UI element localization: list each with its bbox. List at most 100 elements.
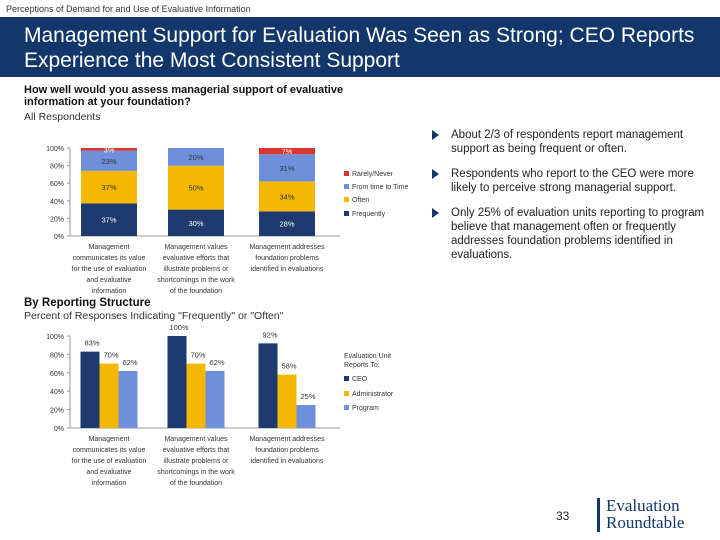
logo-bar <box>597 498 600 532</box>
finding-bullet: Respondents who report to the CEO were m… <box>430 167 705 195</box>
x-category-label: Management <box>89 244 130 251</box>
bar <box>277 374 297 428</box>
legend-label: Often <box>352 197 369 204</box>
bar-segment <box>168 148 224 166</box>
logo-line-2: Roundtable <box>606 513 685 532</box>
y-tick-label: 100% <box>46 334 64 341</box>
chart2-subtitle: Percent of Responses Indicating "Frequen… <box>24 310 284 322</box>
bar-segment <box>81 203 137 236</box>
bar-segment <box>81 148 137 151</box>
finding-text: About 2/3 of respondents report manageme… <box>451 129 684 155</box>
title-banner: Management Support for Evaluation Was Se… <box>0 17 720 77</box>
bar-segment <box>259 181 315 212</box>
legend-label: Program <box>352 405 379 412</box>
x-category-label: Management <box>89 436 130 443</box>
bar-value-label: 7% <box>282 147 293 156</box>
x-category-label: information <box>92 288 127 293</box>
arrow-bullet-icon <box>432 208 439 218</box>
logo-line-1: Evaluation <box>606 496 680 515</box>
y-tick-label: 20% <box>50 216 64 223</box>
x-category-label: Management values <box>164 436 228 443</box>
x-category-label: evaluative efforts that <box>163 447 229 454</box>
bar-value-label: 70% <box>190 351 205 360</box>
legend-title: Reports To: <box>344 362 380 369</box>
legend-swatch <box>344 405 349 410</box>
legend-swatch <box>344 197 349 202</box>
bar-value-label: 58% <box>281 362 296 371</box>
x-category-label: identified in evaluations <box>251 458 324 465</box>
x-category-label: information <box>92 480 127 487</box>
x-category-label: and evaluative <box>86 277 131 284</box>
evaluation-roundtable-logo: Evaluation Roundtable <box>606 497 684 531</box>
legend-swatch <box>344 171 349 176</box>
y-tick-label: 40% <box>50 199 64 206</box>
bar-segment <box>259 211 315 236</box>
x-category-label: for the use of evaluation <box>72 266 147 273</box>
x-category-label: illustrate problems or <box>164 266 230 273</box>
chart1-subtitle: All Respondents <box>24 111 101 123</box>
bar-value-label: 70% <box>103 351 118 360</box>
bar <box>118 370 138 428</box>
x-category-label: evaluative efforts that <box>163 255 229 262</box>
x-category-label: Management addresses <box>249 244 325 251</box>
legend-swatch <box>344 376 349 381</box>
legend-title: Evaluation Unit <box>344 353 391 360</box>
bar-value-label: 23% <box>101 157 116 166</box>
bar <box>186 363 206 428</box>
legend-label: CEO <box>352 376 368 383</box>
bar <box>258 343 278 428</box>
legend-label: Rarely/Never <box>352 171 394 178</box>
x-category-label: communicates its value <box>73 255 146 262</box>
bar <box>167 336 187 428</box>
bar-value-label: 100% <box>169 324 189 332</box>
arrow-bullet-icon <box>432 169 439 179</box>
x-category-label: for the use of evaluation <box>72 458 147 465</box>
x-category-label: Management addresses <box>249 436 325 443</box>
page-number: 33 <box>556 509 570 523</box>
bar-value-label: 37% <box>101 216 116 225</box>
bar <box>99 363 119 428</box>
x-category-label: foundation problems <box>255 255 319 262</box>
bar <box>296 405 316 428</box>
bar-value-label: 37% <box>101 183 116 192</box>
bar-value-label: 62% <box>209 358 224 367</box>
bar-segment <box>168 165 224 210</box>
bar-segment <box>168 209 224 236</box>
slide-title: Management Support for Evaluation Was Se… <box>24 24 695 72</box>
legend-swatch <box>344 391 349 396</box>
x-category-label: shortcomings in the work <box>157 277 235 284</box>
x-category-label: illustrate problems or <box>164 458 230 465</box>
x-category-label: of the foundation <box>170 288 222 293</box>
bar-value-label: 50% <box>188 184 203 193</box>
y-tick-label: 80% <box>50 352 64 359</box>
x-category-label: shortcomings in the work <box>157 469 235 476</box>
bar-value-label: 30% <box>188 219 203 228</box>
y-tick-label: 0% <box>54 234 64 241</box>
bar-value-label: 25% <box>300 392 315 401</box>
section-title-reporting-structure: By Reporting Structure <box>24 297 151 309</box>
y-tick-label: 60% <box>50 371 64 378</box>
bar-segment <box>81 150 137 171</box>
bar-value-label: 92% <box>262 330 277 339</box>
bar-value-label: 31% <box>279 164 294 173</box>
survey-question: How well would you assess managerial sup… <box>24 84 344 108</box>
bar-value-label: 3% <box>104 145 115 154</box>
bar-value-label: 20% <box>188 153 203 162</box>
y-tick-label: 60% <box>50 181 64 188</box>
x-category-label: identified in evaluations <box>251 266 324 273</box>
finding-bullet: Only 25% of evaluation units reporting t… <box>430 206 705 262</box>
bar <box>205 370 225 428</box>
finding-text: Respondents who report to the CEO were m… <box>451 168 694 194</box>
x-category-label: and evaluative <box>86 469 131 476</box>
bar-value-label: 83% <box>84 339 99 348</box>
finding-bullet: About 2/3 of respondents report manageme… <box>430 128 705 156</box>
y-tick-label: 20% <box>50 408 64 415</box>
bar-segment <box>259 148 315 155</box>
x-category-label: foundation problems <box>255 447 319 454</box>
legend-label: Frequently <box>352 211 386 218</box>
bar-segment <box>259 154 315 182</box>
bar-value-label: 28% <box>279 220 294 229</box>
bar-value-label: 34% <box>279 192 294 201</box>
y-tick-label: 0% <box>54 426 64 433</box>
x-category-label: communicates its value <box>73 447 146 454</box>
